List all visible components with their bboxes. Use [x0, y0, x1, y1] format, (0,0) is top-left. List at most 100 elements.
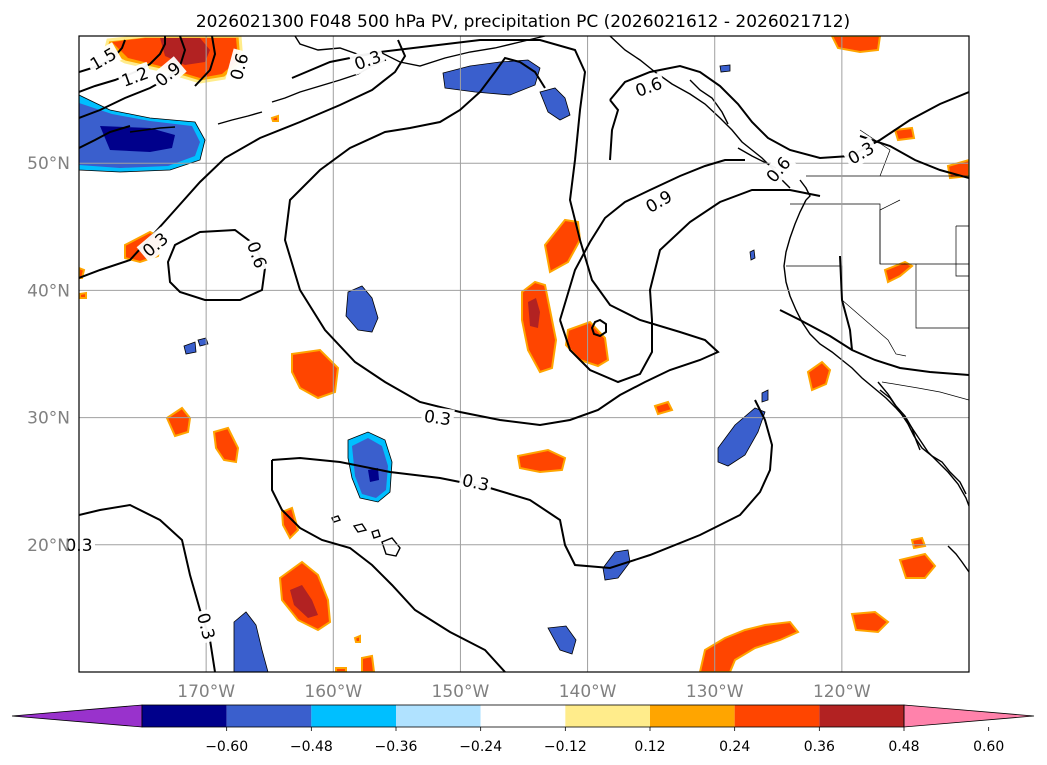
coastline: [371, 529, 381, 539]
precip-area: [335, 667, 347, 672]
coastline: [947, 545, 969, 573]
gridlines: [79, 36, 969, 672]
colorbar-bin: [565, 705, 650, 727]
y-tick-label: 40°N: [27, 281, 70, 301]
contour-label-group: 0.6: [225, 48, 254, 85]
chart-title: 2026021300 F048 500 hPa PV, precipitatio…: [196, 12, 850, 32]
colorbar-bin: [480, 705, 566, 727]
pv-contours: [79, 36, 969, 672]
precip-area: [290, 585, 318, 618]
colorbar-bin: [311, 705, 396, 727]
coastline: [689, 79, 729, 125]
colorbar-bin: [226, 705, 312, 727]
pv-contour-0.3: [839, 255, 853, 351]
colorbar-tick-label: 0.60: [973, 739, 1004, 755]
pv-contour-0.3: [79, 39, 407, 279]
colorbar-tick-label: −0.24: [459, 739, 502, 755]
coastline: [879, 389, 967, 495]
contour-label-bg: [84, 42, 123, 76]
pv-contour-0.3: [859, 135, 969, 179]
contour-label-bg: [136, 226, 174, 263]
precip-area: [698, 620, 800, 672]
precip-area: [898, 552, 937, 579]
precip-area: [528, 298, 540, 328]
coastline: [129, 126, 176, 133]
colorbar-bin: [396, 705, 481, 727]
contour-label-bg: [639, 184, 678, 219]
pv-contour-0.9: [590, 318, 607, 338]
colorbar-tick-label: −0.60: [205, 739, 248, 755]
contour-label-bg: [349, 45, 387, 76]
precip-area: [883, 260, 914, 284]
x-tick-label: 120°W: [813, 682, 871, 702]
pv-contour-0.6: [194, 36, 217, 87]
contour-label-bg: [760, 150, 797, 189]
contour-label-bg: [192, 608, 220, 645]
coastline: [352, 523, 368, 533]
precip-area: [270, 114, 279, 122]
precip-area: [547, 625, 577, 655]
colorbar-tick-label: −0.48: [290, 739, 333, 755]
precip-area: [806, 360, 832, 392]
precip-area: [165, 406, 192, 438]
coastline: [294, 36, 546, 67]
contour-label-group: 0.3: [457, 469, 494, 496]
x-tick-label: 140°W: [559, 682, 617, 702]
coastline: [799, 179, 811, 201]
colorbar: −0.60 −0.48 −0.36 −0.24 −0.12 0.12 0.24 0.36 0.4…: [11, 704, 1035, 755]
precip-area: [233, 611, 269, 672]
precip-area: [893, 126, 916, 142]
precip-area: [749, 249, 756, 261]
colorbar-tick-label: −0.12: [544, 739, 587, 755]
x-tick-label: 150°W: [432, 682, 490, 702]
colorbar-bin: [142, 705, 227, 727]
x-axis: 170°W 160°W 150°W 140°W 130°W 120°W: [177, 682, 871, 702]
colorbar-outline: [141, 704, 905, 728]
contour-label-group: 0.3: [420, 405, 455, 430]
pv-contour-0.3: [779, 309, 969, 376]
x-tick-label: 170°W: [177, 682, 235, 702]
precip-area: [79, 291, 87, 299]
pv-contour-0.6: [609, 99, 620, 161]
contour-label-bg: [842, 136, 880, 170]
precip-area: [353, 634, 361, 643]
coastline: [381, 537, 401, 557]
precip-area: [368, 468, 379, 482]
x-tick-label: 160°W: [304, 682, 362, 702]
precip-area: [361, 654, 376, 672]
border-state: [859, 129, 891, 177]
colorbar-extend-max: [903, 704, 1035, 728]
colorbar-tick-label: 0.12: [634, 739, 665, 755]
x-tick-label: 130°W: [686, 682, 744, 702]
political-borders: [786, 129, 969, 401]
contour-label-bg: [242, 236, 272, 274]
precip-area: [539, 87, 571, 121]
precip-area: [197, 337, 209, 347]
border-state: [955, 225, 969, 277]
precip-area: [717, 407, 766, 467]
contour-label-bg: [116, 61, 154, 92]
colorbar-tick-label: 0.48: [888, 739, 919, 755]
colorbar-tick-label: 0.36: [804, 739, 835, 755]
contour-label-bg: [420, 405, 455, 430]
colorbar-tick-label: 0.24: [719, 739, 750, 755]
border-state: [879, 199, 901, 264]
contour-label-bg: [457, 469, 494, 496]
contour-label-bg: [630, 72, 668, 102]
y-tick-label: 50°N: [27, 154, 70, 174]
contour-label-bg: [149, 56, 187, 93]
precip-area: [516, 448, 567, 474]
border-state: [915, 264, 969, 329]
colorbar-bin: [819, 705, 904, 727]
colorbar-bin: [734, 705, 820, 727]
y-tick-label: 30°N: [27, 409, 70, 429]
precip-area: [910, 536, 927, 550]
map-frame: [78, 35, 970, 673]
coastlines: [129, 36, 969, 573]
contour-label-bg: [225, 48, 254, 85]
y-axis: 20°N 30°N 40°N 50°N: [27, 154, 70, 556]
precip-area: [291, 348, 340, 400]
contour-labels: 0.30.30.30.30.30.30.30.60.60.60.60.90.91…: [63, 42, 880, 645]
